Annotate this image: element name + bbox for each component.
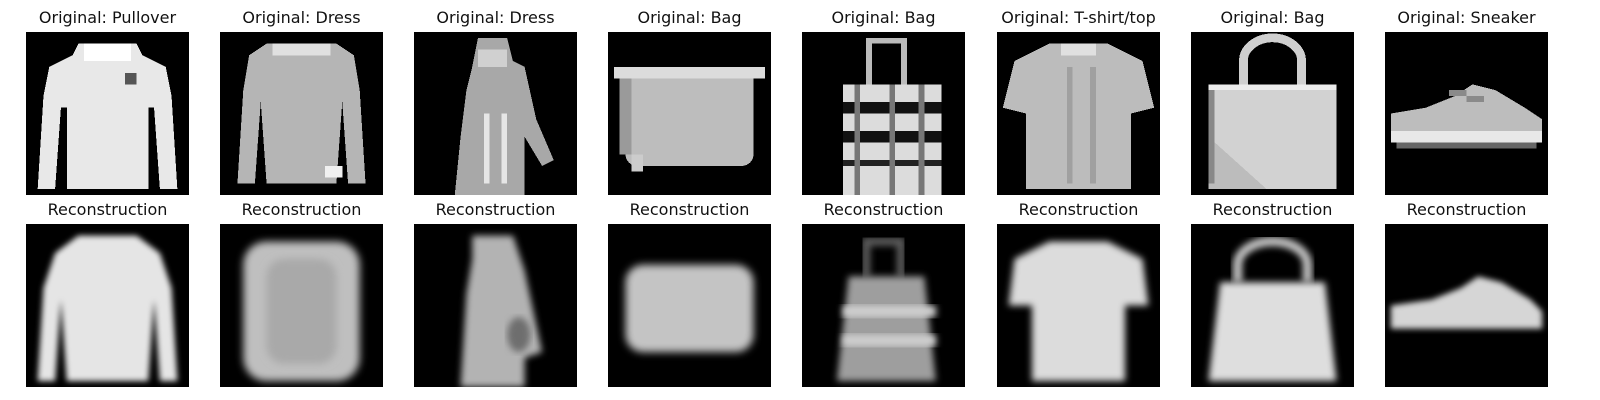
panel-title: Reconstruction xyxy=(47,200,168,219)
original-image xyxy=(26,32,189,195)
original-image xyxy=(220,32,383,195)
panel-title: Original: Bag xyxy=(831,8,936,27)
panel-title: Reconstruction xyxy=(435,200,556,219)
original-image xyxy=(802,32,965,195)
panel-title: Reconstruction xyxy=(1212,200,1333,219)
panel-title: Reconstruction xyxy=(241,200,362,219)
original-image xyxy=(414,32,577,195)
reconstruction-image xyxy=(1191,224,1354,387)
original-image xyxy=(1191,32,1354,195)
panel-title: Original: T-shirt/top xyxy=(1001,8,1156,27)
panel-title: Original: Dress xyxy=(436,8,555,27)
panel-title: Reconstruction xyxy=(1406,200,1527,219)
reconstruction-image xyxy=(414,224,577,387)
reconstruction-image xyxy=(802,224,965,387)
panel-title: Reconstruction xyxy=(1018,200,1139,219)
panel-title: Original: Sneaker xyxy=(1397,8,1536,27)
panel-title: Original: Bag xyxy=(637,8,742,27)
original-image xyxy=(1385,32,1548,195)
reconstruction-image xyxy=(26,224,189,387)
reconstruction-image xyxy=(1385,224,1548,387)
panel-title: Original: Dress xyxy=(242,8,361,27)
reconstruction-image xyxy=(997,224,1160,387)
panel-title: Original: Bag xyxy=(1220,8,1325,27)
original-image xyxy=(608,32,771,195)
reconstruction-image xyxy=(220,224,383,387)
panel-title: Reconstruction xyxy=(629,200,750,219)
panel-title: Original: Pullover xyxy=(38,8,177,27)
reconstruction-image xyxy=(608,224,771,387)
panel-title: Reconstruction xyxy=(823,200,944,219)
original-image xyxy=(997,32,1160,195)
